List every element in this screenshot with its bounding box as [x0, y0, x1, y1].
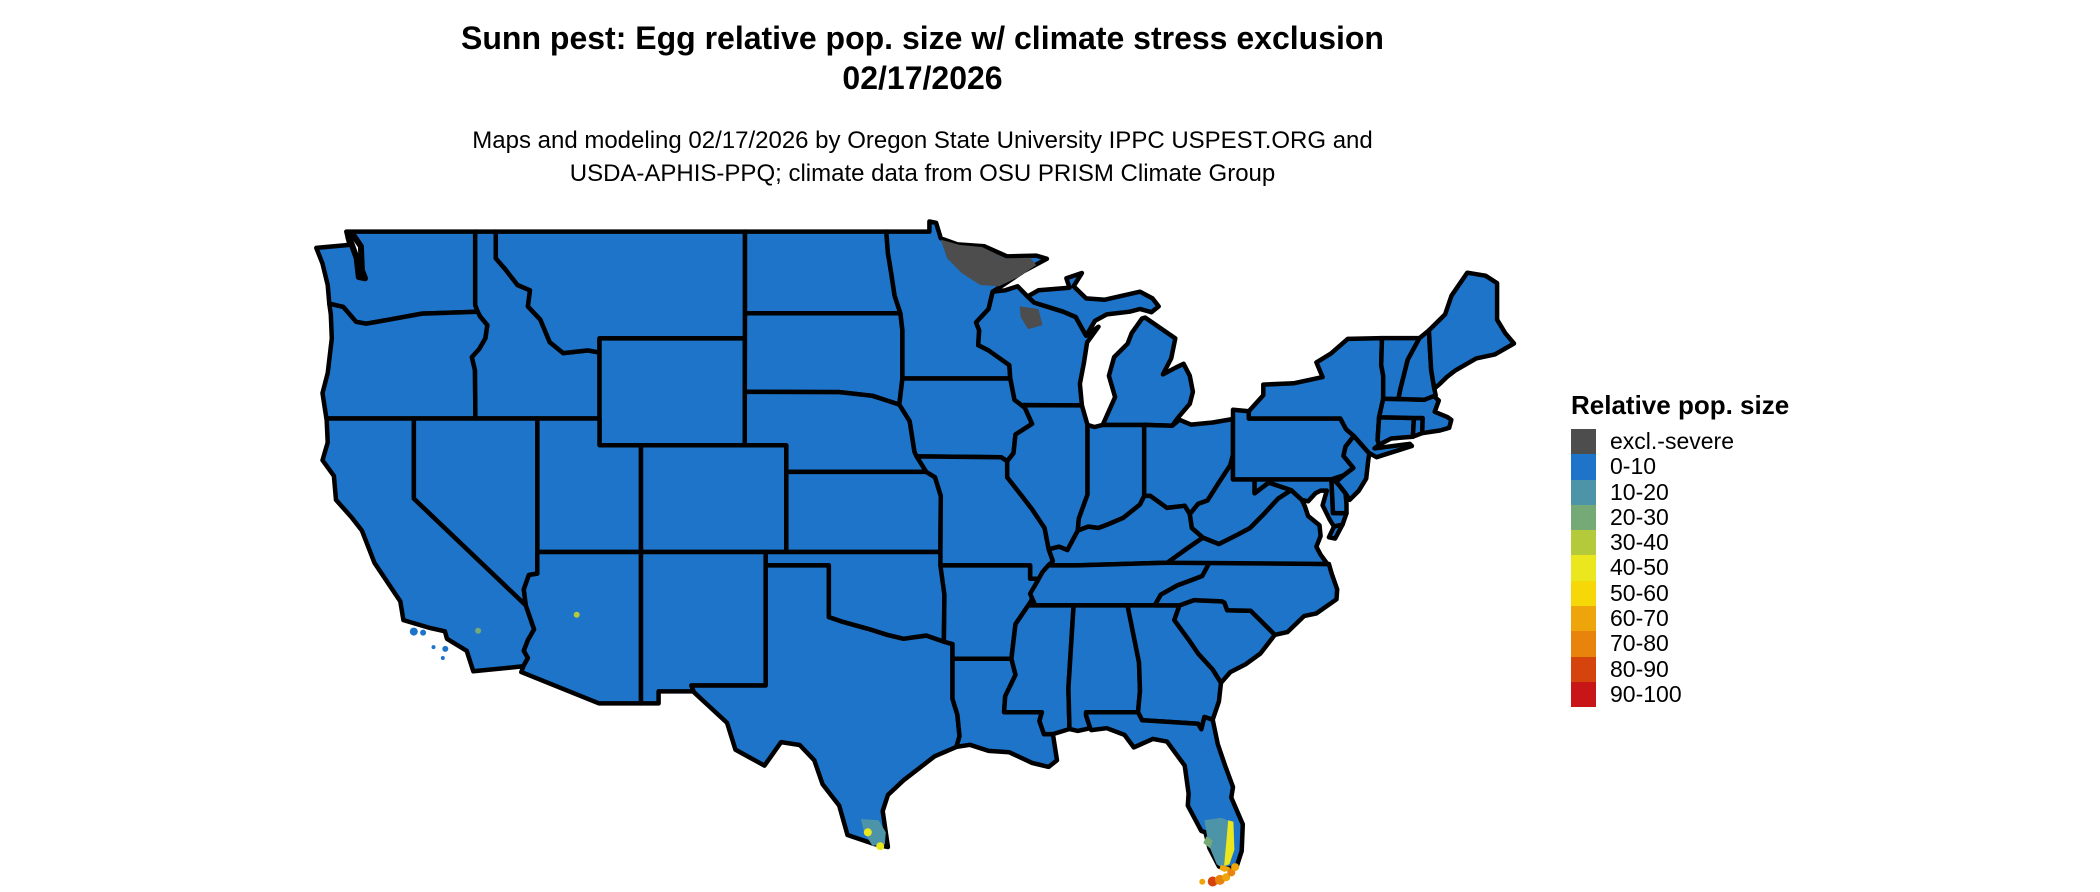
legend-swatch: [1571, 479, 1596, 505]
legend-swatch: [1571, 429, 1596, 455]
legend-swatch: [1571, 530, 1596, 556]
state-co: [638, 442, 789, 555]
spot-arizona-30-40: [573, 611, 580, 618]
state-ct: [1375, 414, 1417, 447]
legend-swatch: [1571, 606, 1596, 632]
map-subtitle: Maps and modeling 02/17/2026 by Oregon S…: [0, 124, 1845, 190]
legend-label: 70-80: [1610, 630, 1669, 657]
overlay-wisconsin-northwoods-exclusion: [1019, 306, 1043, 330]
legend-rows: excl.-severe 0-10 10-20 20-30 30-40 40-50 50-6…: [1571, 428, 1789, 708]
legend: Relative pop. size excl.-severe 0-10 10-20…: [1571, 390, 1790, 708]
state-or: [320, 301, 490, 421]
spot-florida-keys-4: [1222, 873, 1231, 882]
state-nd: [742, 229, 903, 316]
legend-label: 10-20: [1610, 478, 1669, 505]
spot-channel-island-3: [442, 645, 449, 652]
legend-row: 0-10: [1571, 453, 1789, 480]
map-title-line1: Sunn pest: Egg relative pop. size w/ cli…: [461, 20, 1384, 56]
state-nm: [638, 549, 768, 706]
state-ks: [784, 469, 944, 555]
overlay-south-florida-40-50: [1224, 820, 1235, 866]
legend-label: 40-50: [1610, 554, 1669, 581]
spot-south-texas-yellow-1: [863, 828, 872, 837]
legend-row: 60-70: [1571, 605, 1789, 632]
map-title-date: 02/17/2026: [842, 60, 1003, 96]
map-title: Sunn pest: Egg relative pop. size w/ cli…: [0, 18, 1845, 98]
spot-south-texas-yellow-2: [876, 842, 885, 851]
legend-label: 0-10: [1610, 453, 1657, 480]
legend-swatch: [1571, 555, 1596, 581]
state-az: [519, 549, 644, 706]
state-mi-up: [1025, 270, 1161, 338]
map-subtitle-line2: USDA-APHIS-PPQ; climate data from OSU PR…: [569, 160, 1276, 187]
overlay-minnesota-arrowhead-exclusion: [940, 239, 1037, 287]
state-wy: [597, 336, 748, 448]
state-va-eastern-shore: [1326, 522, 1345, 541]
state-tx: [689, 563, 962, 850]
legend-row: 10-20: [1571, 478, 1789, 505]
map-subtitle-line1: Maps and modeling 02/17/2026 by Oregon S…: [472, 127, 1373, 154]
state-mi-lp: [1100, 315, 1196, 428]
legend-label: 80-90: [1610, 655, 1669, 682]
spot-channel-island-4: [440, 656, 445, 660]
state-me: [1426, 270, 1517, 391]
legend-label: excl.-severe: [1610, 428, 1734, 454]
legend-row: 90-100: [1571, 680, 1789, 708]
legend-swatch: [1571, 631, 1596, 657]
legend-swatch: [1571, 656, 1596, 682]
spot-channel-island-1: [409, 627, 418, 636]
legend-label: 60-70: [1610, 605, 1669, 632]
legend-row: 40-50: [1571, 554, 1789, 581]
spot-channel-island-2: [420, 629, 427, 636]
state-nc: [1152, 560, 1340, 638]
legend-swatch: [1571, 504, 1596, 531]
water-puget-sound: [345, 232, 368, 282]
legend-row: 30-40: [1571, 529, 1789, 556]
state-ms: [1001, 600, 1076, 737]
legend-row: 80-90: [1571, 655, 1789, 682]
overlay-south-florida-20-30: [1203, 836, 1213, 849]
legend-swatch: [1571, 580, 1596, 607]
spot-florida-keys-6: [1231, 863, 1240, 872]
legend-row: excl.-severe: [1571, 428, 1789, 455]
legend-swatch: [1571, 681, 1596, 708]
legend-label: 20-30: [1610, 503, 1669, 530]
legend-label: 30-40: [1610, 529, 1669, 556]
state-wi: [973, 284, 1101, 411]
overlay-south-texas-10-20: [860, 819, 886, 846]
legend-row: 20-30: [1571, 503, 1789, 531]
spot-florida-keys-1: [1199, 878, 1206, 885]
legend-label: 50-60: [1610, 579, 1669, 606]
legend-swatch: [1571, 454, 1596, 480]
spot-socal-20-30: [475, 627, 482, 634]
legend-row: 50-60: [1571, 579, 1789, 607]
legend-title: Relative pop. size: [1571, 390, 1790, 420]
spot-channel-island-5: [431, 645, 436, 650]
legend-label: 90-100: [1610, 680, 1682, 707]
legend-row: 70-80: [1571, 630, 1789, 657]
